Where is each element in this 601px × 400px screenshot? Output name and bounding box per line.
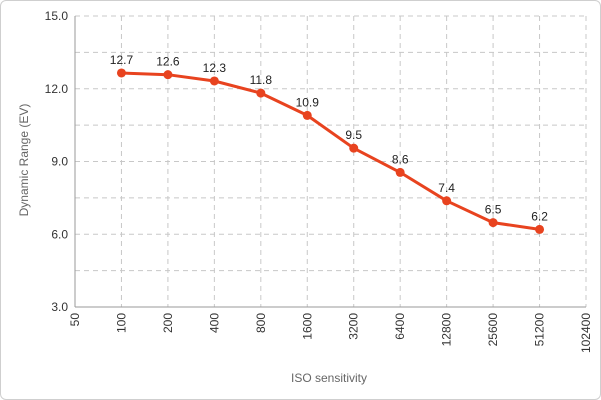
series-line [121,71,540,231]
data-label: 12.6 [156,55,180,69]
y-axis-title: Dynamic Range (EV) [17,104,31,217]
data-label: 10.9 [296,95,320,109]
x-tick-label: 102400 [579,313,593,353]
x-tick-label: 50 [68,313,82,327]
data-point [488,218,498,228]
grid-lines [75,15,587,307]
y-tick-label: 6.0 [51,227,68,241]
data-point [302,110,312,120]
y-tick-label: 3.0 [51,300,68,314]
x-tick-label: 12800 [440,313,454,347]
x-tick-label: 51200 [533,313,547,347]
x-tick-label: 200 [161,313,175,333]
x-tick-label: 800 [254,313,268,333]
data-point [395,167,405,177]
series-group [116,68,545,234]
data-label: 6.2 [531,209,548,223]
data-labels: 12.7 12.6 12.3 11.8 10.9 9.5 8.6 7.4 6.5 6.2 [110,53,548,223]
data-point [349,143,359,153]
x-tick-label: 3200 [347,313,361,340]
data-point [256,88,266,98]
data-label: 9.5 [345,128,362,142]
x-tick-label: 100 [114,313,128,333]
data-label: 8.6 [392,152,409,166]
data-label: 11.8 [250,73,273,87]
y-tick-label: 15.0 [45,9,69,23]
y-tick-label: 12.0 [45,82,69,96]
x-tick-label: 25600 [486,313,500,347]
data-label: 12.3 [203,61,227,75]
x-tick-label: 400 [207,313,221,333]
data-point [535,224,545,234]
data-label: 12.7 [110,53,134,67]
data-label: 6.5 [485,203,502,217]
x-axis-title: ISO sensitivity [291,371,367,385]
x-tick-label: 6400 [393,313,407,340]
axes [74,16,586,308]
x-tick-label: 1600 [300,313,314,340]
y-tick-labels: 3.0 6.0 9.0 12.0 15.0 [45,9,69,314]
data-point [116,68,126,78]
data-point [209,76,219,86]
x-tick-labels: 50 100 200 400 800 1600 3200 6400 12800 25600 5120… [68,313,593,353]
data-point [442,196,452,206]
data-label: 7.4 [438,181,455,195]
data-point [163,70,173,80]
y-tick-label: 9.0 [51,155,68,169]
